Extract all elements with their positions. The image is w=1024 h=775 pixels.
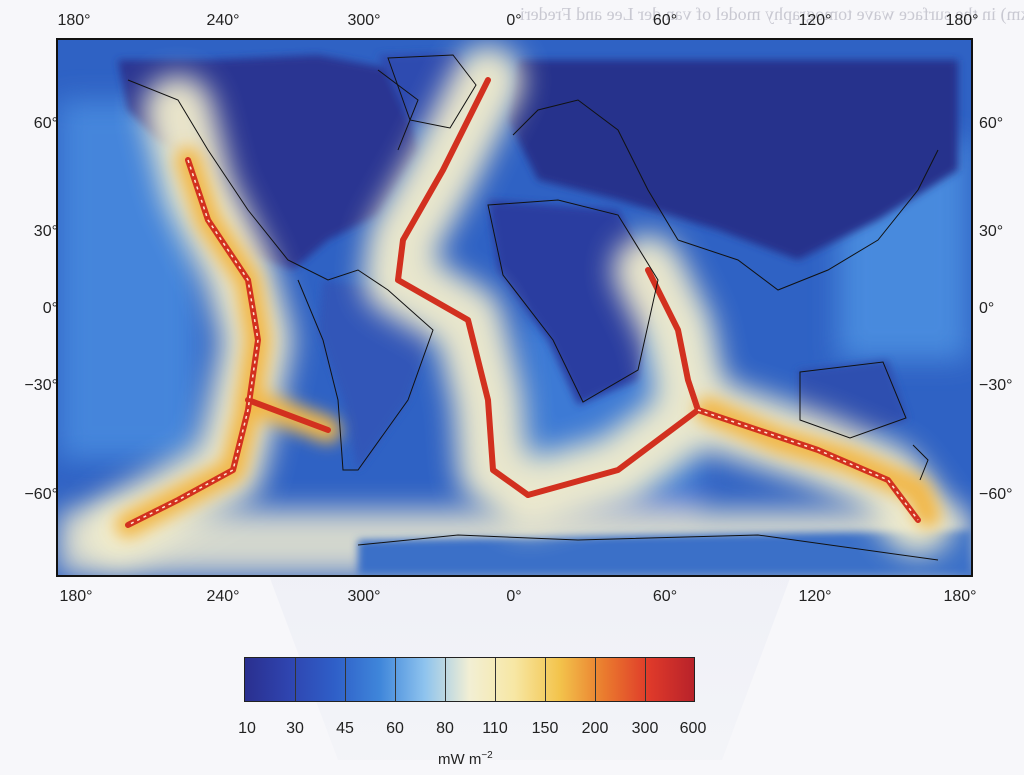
colorbar-divider (545, 658, 546, 701)
lon-label-top-120: 120° (798, 12, 832, 29)
lat-label-left-60: 60° (33, 115, 58, 132)
colorbar-tick-150: 150 (531, 720, 559, 737)
ridge-axis-highlights (127, 159, 919, 526)
lon-label-top-240: 240° (206, 12, 240, 29)
colorbar-divider (345, 658, 346, 701)
units-exponent: −2 (481, 750, 493, 761)
lon-label-top-180w: 180° (57, 12, 91, 29)
south-america (318, 280, 433, 470)
colorbar-tick-300: 300 (631, 720, 659, 737)
lon-label-bottom-180w: 180° (59, 588, 93, 605)
colorbar-tick-45: 45 (336, 720, 354, 737)
lat-label-right-30: 30° (979, 223, 1004, 240)
lon-label-bottom-180e: 180° (943, 588, 977, 605)
lon-label-bottom-300: 300° (347, 588, 381, 605)
heat-flow-map (56, 38, 973, 577)
colorbar-divider (495, 658, 496, 701)
colorbar-tick-200: 200 (581, 720, 609, 737)
lat-label-left-30: 30° (33, 223, 58, 240)
colorbar-tick-80: 80 (436, 720, 454, 737)
lon-label-bottom-0: 0° (506, 588, 522, 605)
colorbar-divider (595, 658, 596, 701)
colorbar-tick-60: 60 (386, 720, 404, 737)
lat-label-left-m30: −30° (24, 377, 58, 394)
colorbar-tick-110: 110 (482, 720, 508, 737)
africa (488, 200, 658, 405)
lon-label-top-180e: 180° (945, 12, 979, 29)
central-indian-ridge (645, 267, 701, 413)
lat-label-left-m60: −60° (24, 486, 58, 503)
map-canvas (58, 40, 971, 575)
colorbar-tick-600: 600 (679, 720, 707, 737)
lon-label-bottom-240: 240° (206, 588, 240, 605)
lat-label-right-m60: −60° (979, 486, 1013, 503)
lat-label-right-0: 0° (979, 300, 995, 317)
lon-label-top-0: 0° (506, 12, 522, 29)
lon-label-top-60: 60° (652, 12, 678, 29)
antarctica (358, 530, 971, 575)
lon-label-bottom-60: 60° (652, 588, 678, 605)
colorbar-divider (295, 658, 296, 701)
colorbar-divider (395, 658, 396, 701)
lon-label-top-300: 300° (347, 12, 381, 29)
units-text: mW m (438, 751, 482, 768)
colorbar-tick-30: 30 (286, 720, 304, 737)
lat-label-right-m30: −30° (979, 377, 1013, 394)
lat-label-left-0: 0° (42, 300, 58, 317)
lat-label-right-60: 60° (979, 115, 1004, 132)
eurasia (508, 60, 958, 260)
coastlines (127, 54, 939, 561)
colorbar-units: mW m−2 (438, 750, 493, 768)
southwest-indian-ridge (525, 407, 701, 498)
chile-rise (245, 397, 331, 433)
colorbar-divider (645, 658, 646, 701)
mid-atlantic-ridge (395, 77, 531, 498)
heat-flow-colorbar (244, 657, 695, 702)
colorbar-tick-10: 10 (238, 720, 256, 737)
lon-label-bottom-120: 120° (798, 588, 832, 605)
colorbar-divider (445, 658, 446, 701)
